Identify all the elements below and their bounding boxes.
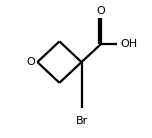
Text: O: O bbox=[27, 57, 36, 67]
Text: OH: OH bbox=[120, 39, 137, 49]
Text: O: O bbox=[97, 6, 105, 16]
Text: Br: Br bbox=[75, 116, 88, 126]
